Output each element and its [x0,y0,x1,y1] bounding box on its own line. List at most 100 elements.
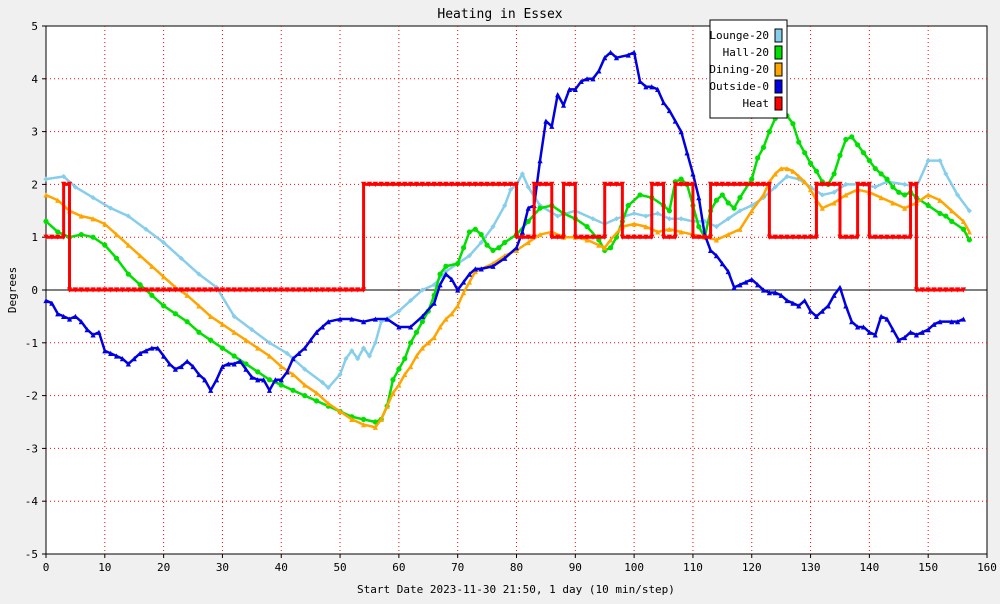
data-point [161,353,167,359]
data-point [725,216,731,222]
data-point [360,416,367,422]
data-point [878,313,884,319]
data-point [302,345,308,351]
data-point [325,400,331,407]
data-point [584,234,590,240]
data-point [408,340,414,346]
data-point [313,398,320,404]
data-point [478,239,484,246]
data-point [772,184,778,190]
data-point [931,321,937,327]
data-point [943,287,949,293]
data-point [431,181,437,187]
data-point [631,234,637,240]
data-point [484,181,490,187]
legend-swatch [774,96,783,111]
data-point [772,234,778,240]
data-point [690,234,696,240]
data-point [790,234,796,240]
data-point [625,52,631,58]
x-axis-ticks: 0 10 20 30 40 50 60 70 80 90 100 110 120 130 140 150 160 [43,554,997,574]
data-point [719,192,725,198]
data-point [484,242,490,248]
data-point [707,181,714,187]
data-point [519,234,525,240]
data-point [807,234,814,240]
data-point [290,387,296,393]
data-point [737,195,743,201]
data-point [472,266,478,272]
data-point [837,234,843,240]
series-heat [43,181,967,293]
data-point [119,287,126,293]
data-point [108,287,114,293]
x-tick-label: 60 [392,561,405,574]
y-tick-label: -4 [25,495,39,508]
data-point [666,107,673,114]
data-point [96,287,102,293]
data-point [596,242,602,248]
data-point [460,290,467,296]
data-point [602,55,608,61]
data-point [102,348,108,354]
x-tick-label: 120 [742,561,762,574]
data-point [55,229,61,235]
data-point [802,297,808,304]
x-tick-label: 40 [275,561,288,574]
data-point [555,234,561,240]
data-point [360,287,367,293]
data-point [672,118,678,124]
data-point [466,279,473,285]
data-point [702,218,708,224]
data-point [602,234,608,240]
data-point [302,393,308,399]
data-point [143,226,149,232]
data-point [684,181,690,187]
data-point [131,287,137,293]
data-point [337,408,343,415]
data-point [608,237,614,243]
data-point [637,78,643,85]
x-tick-label: 20 [157,561,170,574]
data-point [519,171,525,177]
data-point [513,234,520,240]
data-point [578,234,584,240]
y-tick-label: 5 [31,20,38,33]
data-point [72,313,79,319]
data-point [231,287,237,293]
data-point [713,181,720,187]
data-point [696,195,702,201]
data-point [719,261,725,267]
data-point [266,377,273,383]
data-point [137,287,143,293]
data-point [161,239,167,246]
data-point [749,276,755,283]
data-point [155,287,161,293]
data-point [602,181,608,187]
data-point [49,234,55,240]
data-point [437,271,443,277]
data-point [425,181,431,187]
data-point [61,181,67,187]
data-point [196,329,202,335]
legend-label: Lounge-20 [709,29,769,42]
data-point [219,321,226,327]
data-point [313,390,320,396]
data-point [490,263,496,269]
data-point [960,287,967,293]
data-point [784,297,790,304]
data-point [396,181,402,187]
data-point [713,224,720,230]
data-point [378,416,384,422]
data-point [143,287,149,293]
data-point [660,181,667,187]
data-point [372,424,378,430]
data-point [184,319,190,325]
data-point [560,102,567,108]
data-point [560,234,567,240]
data-point [213,284,220,290]
data-point [902,192,908,198]
data-point [178,363,184,370]
data-point [137,282,143,288]
data-point [190,287,196,293]
